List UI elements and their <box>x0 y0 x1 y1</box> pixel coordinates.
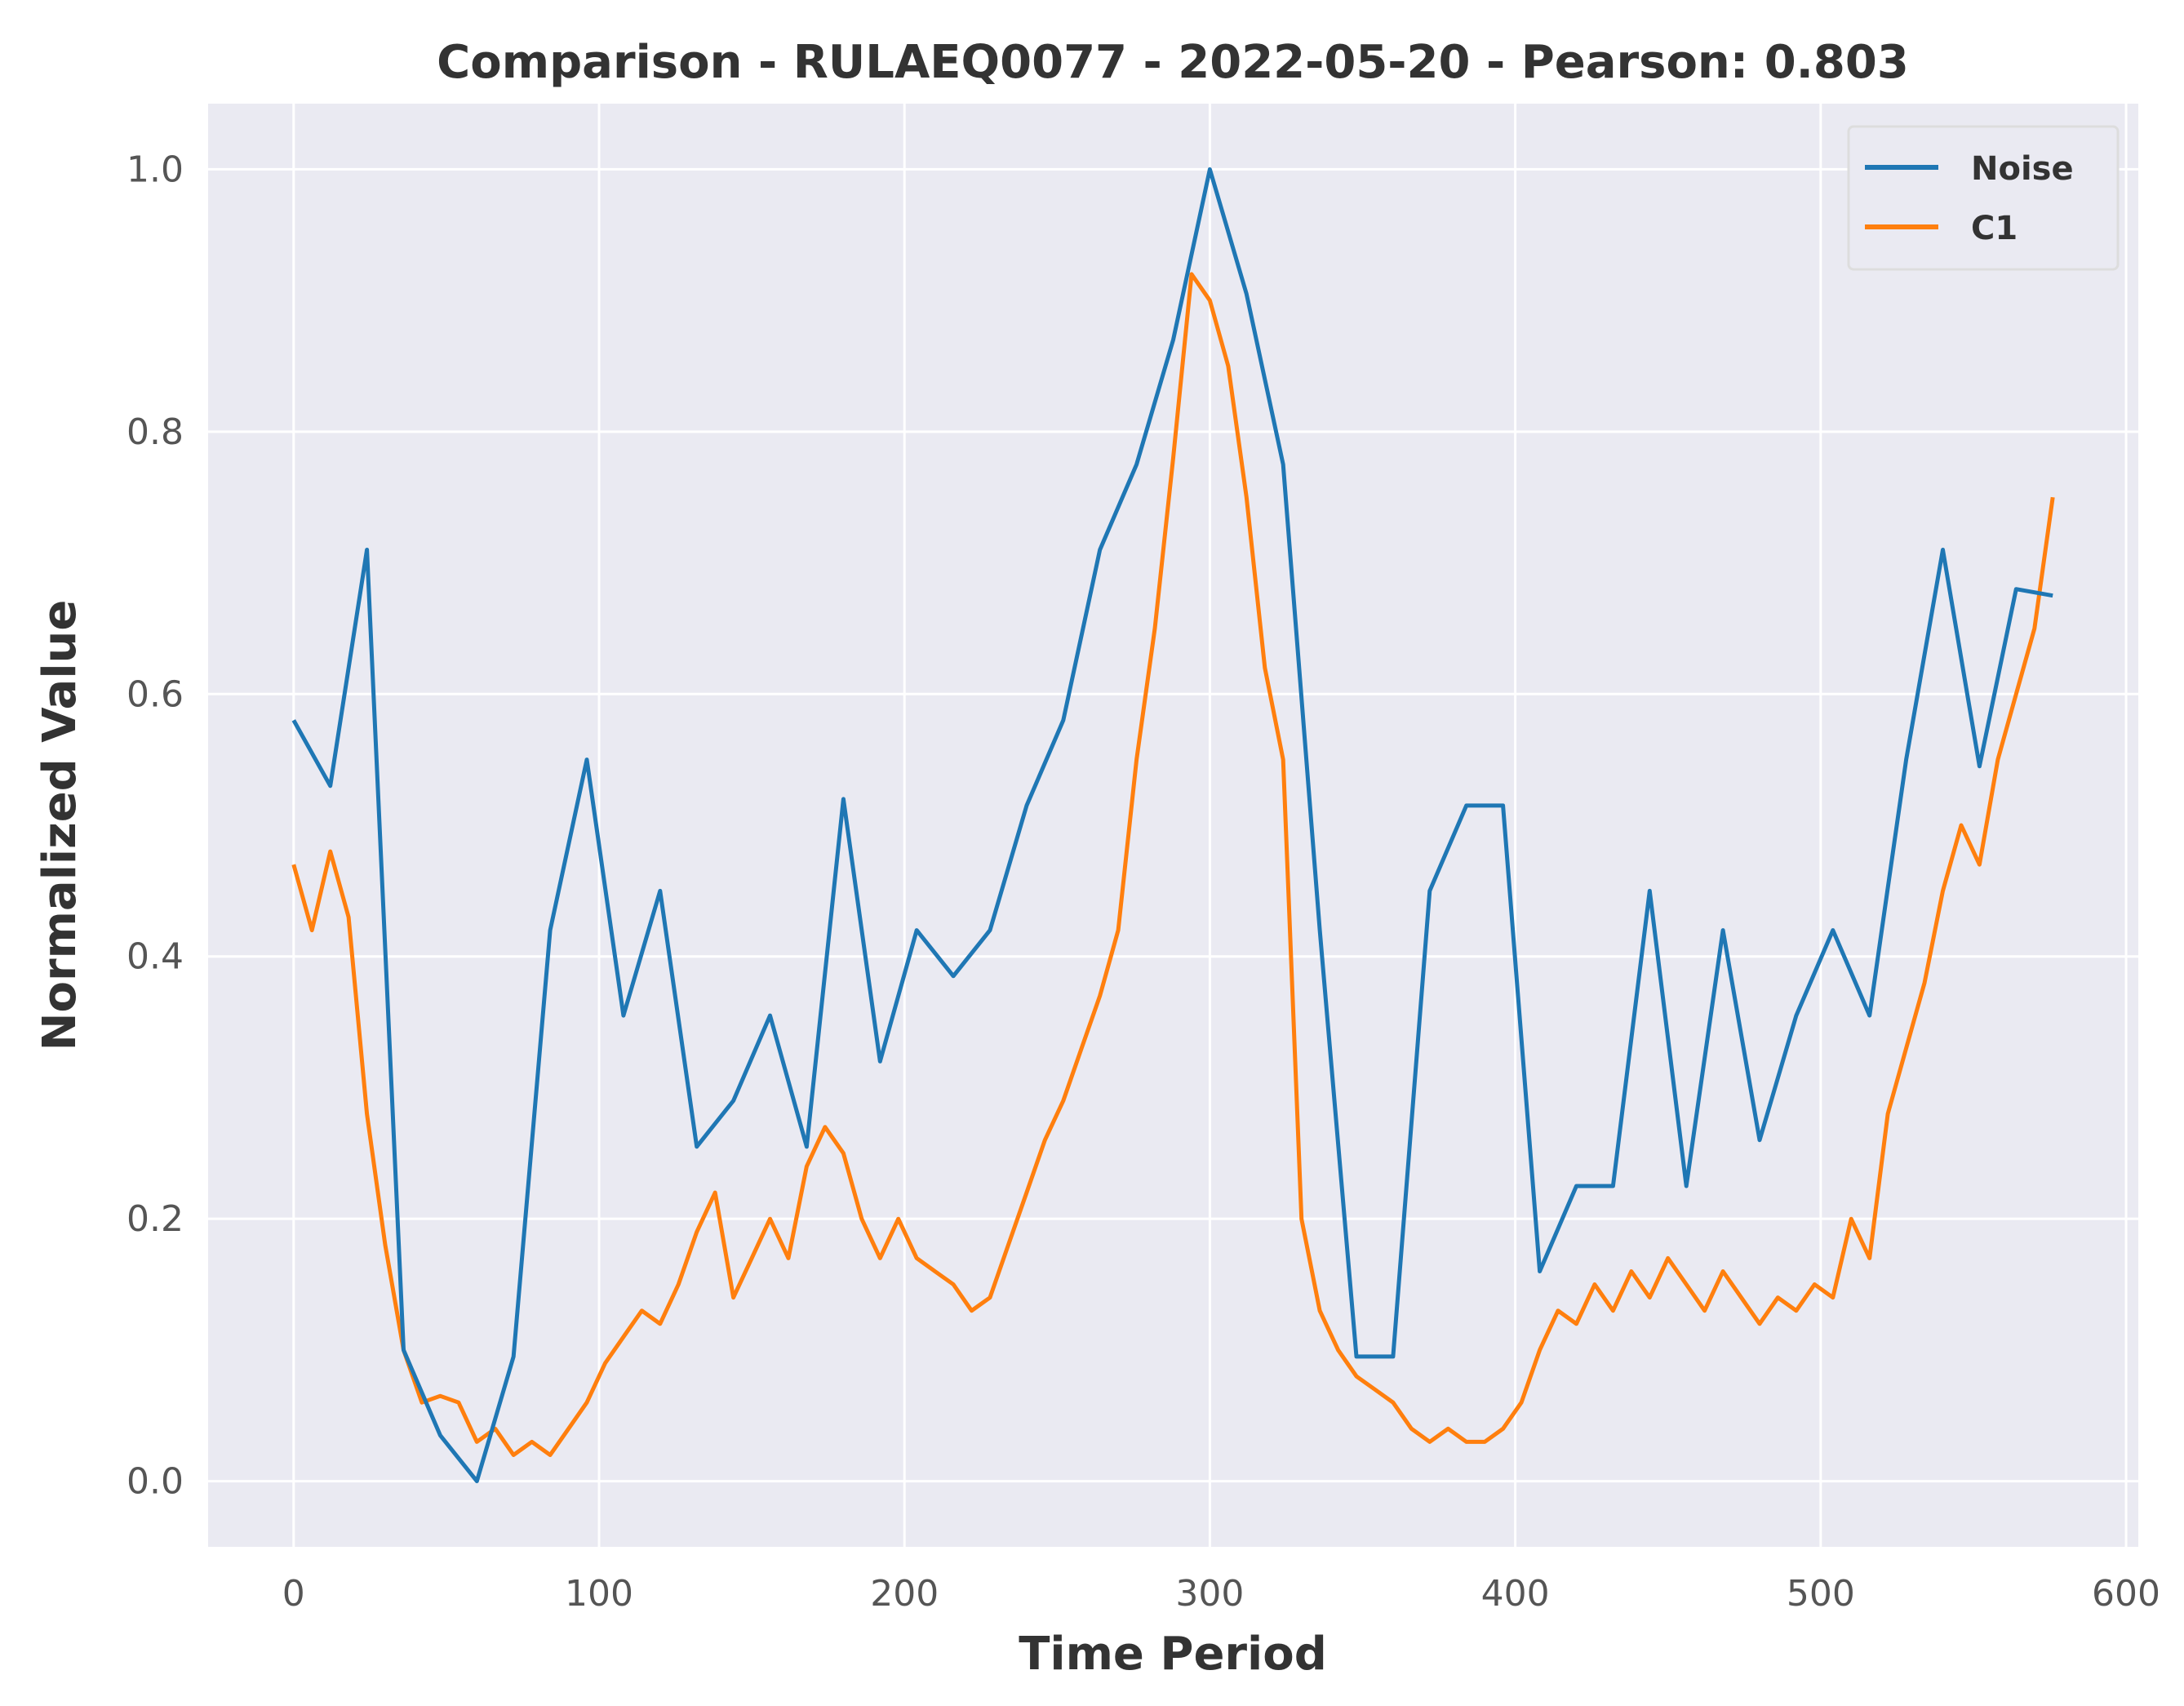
y-tick-label: 0.0 <box>127 1461 184 1503</box>
x-tick-label: 600 <box>2092 1573 2160 1615</box>
legend-box <box>1847 125 2120 271</box>
grid <box>208 104 2138 1547</box>
y-tick-label: 0.4 <box>127 936 184 978</box>
x-tick-label: 500 <box>1787 1573 1855 1615</box>
y-tick-label: 1.0 <box>127 149 184 190</box>
plot-background <box>208 104 2138 1547</box>
x-axis-label: Time Period <box>1019 1628 1327 1681</box>
x-tick-label: 200 <box>870 1573 939 1615</box>
chart-title: Comparison - RULAEQ0077 - 2022-05-20 - P… <box>437 36 1909 89</box>
x-tick-label: 300 <box>1175 1573 1244 1615</box>
x-tick-label: 0 <box>282 1573 305 1615</box>
series-layer <box>291 167 2055 1484</box>
legend-label-noise: Noise <box>1971 150 2074 188</box>
legend: Noise C1 <box>1847 125 2120 271</box>
y-tick-label: 0.8 <box>127 411 184 453</box>
series-line-noise <box>291 167 2053 1484</box>
tick-labels: 0 100 200 300 400 500 600 0.0 0.2 0.4 0.6 0.8 1.0 <box>127 149 2160 1615</box>
x-tick-label: 400 <box>1481 1573 1550 1615</box>
series-line-c1 <box>291 272 2055 1457</box>
y-axis-label: Normalized Value <box>33 600 87 1051</box>
x-tick-label: 100 <box>565 1573 633 1615</box>
legend-label-c1: C1 <box>1971 210 2018 247</box>
y-tick-label: 0.2 <box>127 1198 184 1240</box>
y-tick-label: 0.6 <box>127 673 184 715</box>
